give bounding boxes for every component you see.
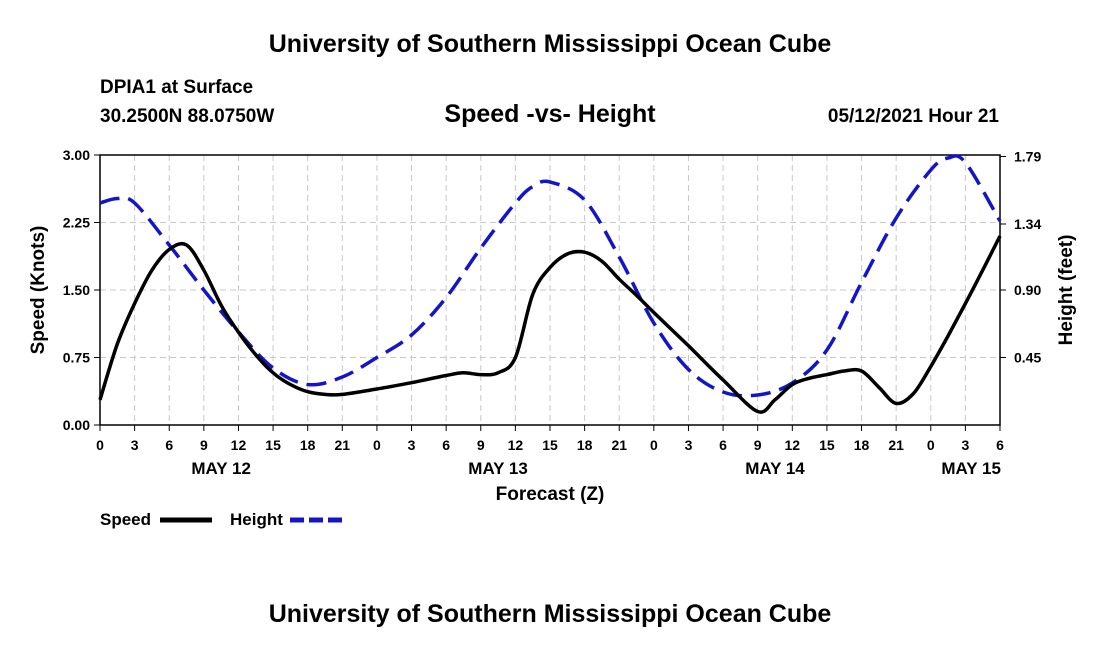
day-label: MAY 13 <box>468 459 528 478</box>
y-axis-left: 0.00 0.75 1.50 2.25 3.00 <box>63 147 100 433</box>
y-axis-right: 0.45 0.90 1.34 1.79 <box>1000 149 1041 366</box>
y-axis-label: Speed (Knots) <box>28 226 49 355</box>
x-tick-label: 21 <box>335 437 351 453</box>
legend-height-label: Height <box>230 510 283 529</box>
x-tick-label: 3 <box>408 437 416 453</box>
footer-title: University of Southern Mississippi Ocean… <box>268 600 832 628</box>
x-tick-label: 9 <box>200 437 208 453</box>
x-tick-label: 6 <box>719 437 727 453</box>
x-axis-label: Forecast (Z) <box>496 484 605 505</box>
x-tick-label: 15 <box>542 437 558 453</box>
station-label: DPIA1 at Surface <box>100 77 254 98</box>
y2-tick-label: 0.45 <box>1014 350 1041 366</box>
speed-series-line <box>98 235 1002 414</box>
y-tick-label: 1.50 <box>63 282 90 298</box>
x-axis: 0 3 6 9 12 15 18 21 0 3 6 9 12 15 18 21 0 3 6 9 12 15 18 21 0 3 6 M… <box>96 425 1004 478</box>
x-tick-label: 0 <box>96 437 104 453</box>
x-tick-label: 6 <box>996 437 1004 453</box>
x-tick-label: 21 <box>888 437 904 453</box>
y-tick-label: 2.25 <box>63 215 90 231</box>
x-tick-label: 15 <box>265 437 281 453</box>
x-tick-label: 15 <box>819 437 835 453</box>
y2-tick-label: 1.79 <box>1014 149 1041 165</box>
x-tick-label: 12 <box>785 437 801 453</box>
x-tick-label: 21 <box>611 437 627 453</box>
y2-tick-label: 0.90 <box>1014 282 1041 298</box>
y-tick-label: 3.00 <box>63 147 90 163</box>
page-title: University of Southern Mississippi Ocean… <box>268 30 832 58</box>
x-tick-label: 0 <box>927 437 935 453</box>
coordinates-label: 30.2500N 88.0750W <box>100 106 275 127</box>
x-tick-label: 6 <box>442 437 450 453</box>
x-tick-label: 0 <box>373 437 381 453</box>
y-tick-label: 0.75 <box>63 350 90 366</box>
y2-axis-label: Height (feet) <box>1056 235 1077 346</box>
x-tick-label: 0 <box>650 437 658 453</box>
x-tick-label: 3 <box>685 437 693 453</box>
x-tick-label: 3 <box>961 437 969 453</box>
forecast-datetime: 05/12/2021 Hour 21 <box>827 106 999 127</box>
legend-speed-label: Speed <box>100 510 151 529</box>
x-tick-label: 12 <box>508 437 524 453</box>
x-tick-label: 9 <box>754 437 762 453</box>
x-tick-label: 18 <box>300 437 316 453</box>
day-label: MAY 14 <box>745 459 805 478</box>
chart-title: Speed -vs- Height <box>444 100 656 128</box>
legend: Speed Height <box>100 510 342 529</box>
y-tick-label: 0.00 <box>63 417 90 433</box>
x-tick-label: 18 <box>577 437 593 453</box>
day-label: MAY 12 <box>191 459 251 478</box>
x-tick-label: 18 <box>854 437 870 453</box>
height-series-line <box>99 154 1002 398</box>
x-tick-label: 12 <box>231 437 247 453</box>
day-label: MAY 15 <box>941 459 1001 478</box>
x-tick-label: 6 <box>165 437 173 453</box>
x-tick-label: 9 <box>477 437 485 453</box>
y2-tick-label: 1.34 <box>1014 216 1041 232</box>
x-tick-label: 3 <box>131 437 139 453</box>
grid-lines <box>100 155 1000 425</box>
speed-height-chart: 0 3 6 9 12 15 18 21 0 3 6 9 12 15 18 21 0 3 6 9 12 15 18 21 0 3 6 M… <box>28 147 1077 529</box>
